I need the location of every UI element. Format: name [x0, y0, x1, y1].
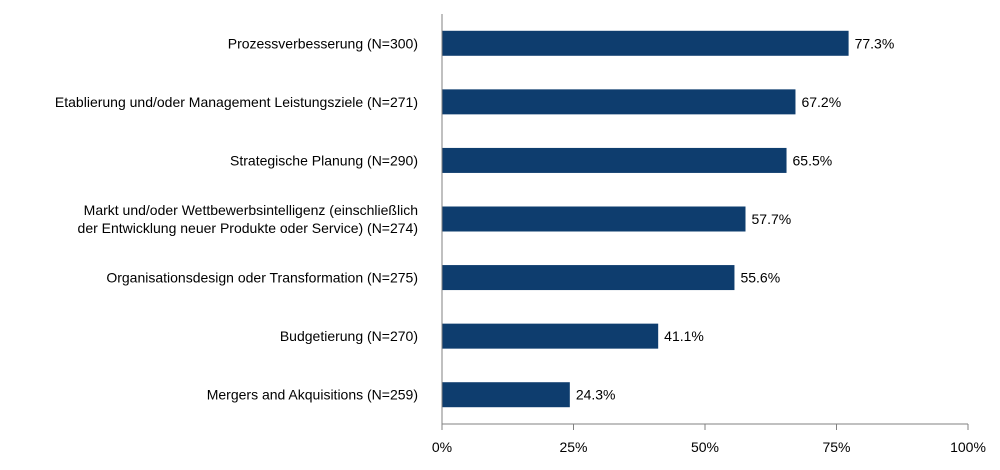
category-labels-group: Prozessverbesserung (N=300) Etablierung u… — [55, 35, 418, 402]
category-label: Mergers and Akquisitions (N=259) — [207, 387, 418, 403]
category-label-line: Prozessverbesserung (N=300) — [228, 35, 418, 51]
bar — [442, 206, 746, 232]
x-tick-label: 75% — [822, 439, 850, 455]
x-tick-label: 50% — [691, 439, 719, 455]
bar — [442, 147, 787, 173]
category-label-line: Etablierung und/oder Management Leistung… — [55, 94, 418, 110]
value-label: 55.6% — [740, 270, 780, 286]
category-label-line: Mergers and Akquisitions (N=259) — [207, 387, 418, 403]
bar — [442, 323, 659, 349]
category-label-line: der Entwicklung neuer Produkte oder Serv… — [78, 220, 418, 236]
category-label: Markt und/oder Wettbewerbsintelligenz (e… — [78, 202, 418, 236]
x-tick-label: 25% — [559, 439, 587, 455]
bar — [442, 265, 735, 291]
category-label-line: Markt und/oder Wettbewerbsintelligenz (e… — [84, 202, 418, 218]
category-label: Budgetierung (N=270) — [280, 328, 418, 344]
category-label: Strategische Planung (N=290) — [230, 152, 418, 168]
value-label: 77.3% — [855, 35, 895, 51]
category-label: Etablierung und/oder Management Leistung… — [55, 94, 418, 110]
x-tick-label: 100% — [950, 439, 986, 455]
value-label: 41.1% — [664, 328, 704, 344]
value-labels-group: 77.3% 67.2% 65.5% 57.7% 55.6% 41.1% 24.3% — [576, 35, 894, 402]
value-label: 57.7% — [752, 211, 792, 227]
bar — [442, 382, 570, 408]
category-label: Prozessverbesserung (N=300) — [228, 35, 418, 51]
category-label-line: Organisationsdesign oder Transformation … — [106, 270, 418, 286]
category-label-line: Budgetierung (N=270) — [280, 328, 418, 344]
category-label-line: Strategische Planung (N=290) — [230, 152, 418, 168]
value-label: 65.5% — [793, 152, 833, 168]
value-label: 67.2% — [801, 94, 841, 110]
category-label: Organisationsdesign oder Transformation … — [106, 270, 418, 286]
x-axis-ticks-group: 0% 25% 50% 75% 100% — [432, 424, 986, 455]
bar — [442, 89, 796, 115]
x-tick-label: 0% — [432, 439, 452, 455]
bars-group — [442, 30, 849, 408]
bar — [442, 30, 849, 56]
value-label: 24.3% — [576, 387, 616, 403]
